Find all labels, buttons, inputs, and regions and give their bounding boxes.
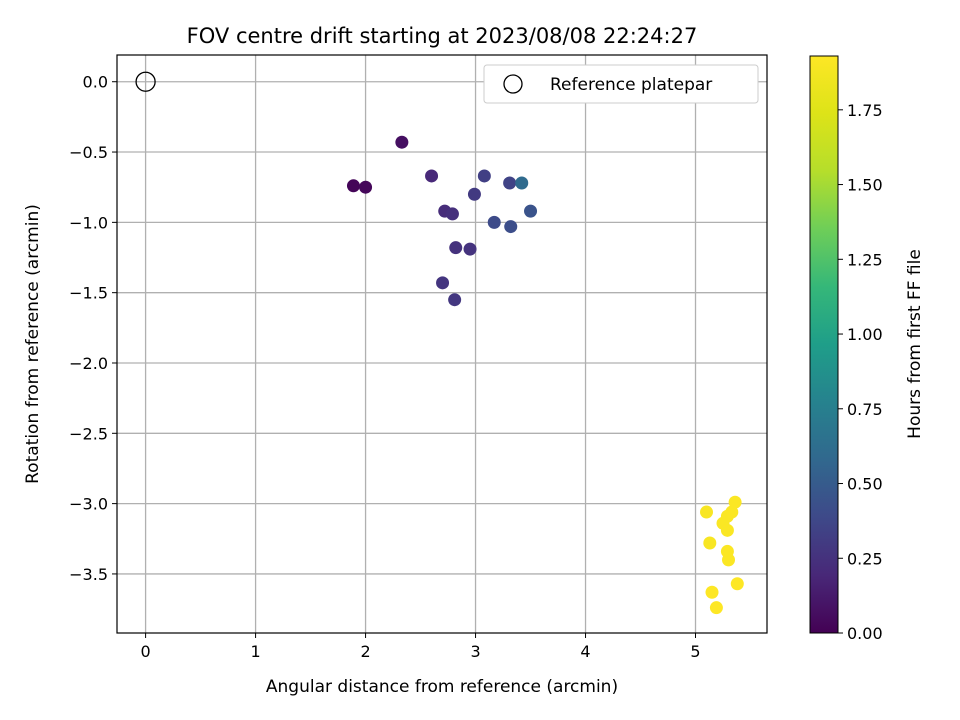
y-tick-label: −3.5 — [69, 565, 108, 584]
data-point — [728, 495, 742, 509]
x-axis-label: Angular distance from reference (arcmin) — [266, 677, 618, 697]
data-point — [449, 241, 463, 255]
data-point — [463, 242, 477, 256]
colorbar: 0.00 0.25 0.50 0.75 1.00 1.25 1.50 1.75 Hours f… — [809, 55, 925, 643]
y-tick-label: −3.0 — [69, 495, 108, 514]
data-point — [436, 276, 450, 290]
x-axis-ticks: 0 1 2 3 4 5 — [141, 633, 701, 661]
y-axis-ticks: 0.0 −0.5 −1.0 −1.5 −2.0 −2.5 −3.0 −3.5 — [69, 73, 117, 584]
data-point — [359, 180, 373, 194]
x-tick-label: 2 — [360, 642, 370, 661]
y-tick-label: −2.5 — [69, 424, 108, 443]
data-point — [705, 585, 719, 599]
reference-platepar-marker — [135, 71, 156, 92]
x-tick-label: 4 — [580, 642, 590, 661]
plot-frame — [116, 54, 768, 634]
colorbar-label: Hours from first FF file — [905, 249, 925, 439]
y-tick-label: 0.0 — [83, 73, 108, 92]
y-tick-label: −0.5 — [69, 143, 108, 162]
colorbar-tick-label: 0.00 — [847, 624, 883, 643]
data-point — [395, 135, 409, 149]
x-tick-label: 1 — [250, 642, 260, 661]
data-point — [487, 215, 501, 229]
colorbar-tick-label: 0.75 — [847, 400, 883, 419]
data-point — [730, 577, 744, 591]
data-point — [709, 601, 723, 615]
legend: Reference platepar — [483, 64, 759, 104]
data-point — [703, 536, 717, 550]
colorbar-tick-label: 1.50 — [847, 176, 883, 195]
data-point — [720, 523, 734, 537]
x-tick-label: 0 — [141, 642, 151, 661]
colorbar-ticks: 0.00 0.25 0.50 0.75 1.00 1.25 1.50 1.75 — [838, 101, 883, 643]
colorbar-tick-label: 1.25 — [847, 250, 883, 269]
legend-reference-marker — [503, 74, 523, 94]
x-tick-label: 5 — [690, 642, 700, 661]
colorbar-gradient — [809, 55, 839, 634]
grid-lines — [117, 55, 767, 633]
y-axis-label: Rotation from reference (arcmin) — [23, 204, 43, 484]
data-point — [515, 176, 529, 190]
colorbar-tick-label: 1.75 — [847, 101, 883, 120]
data-point — [700, 505, 714, 519]
colorbar-tick-label: 0.50 — [847, 475, 883, 494]
data-point — [467, 187, 481, 201]
data-point — [445, 207, 459, 221]
data-point — [524, 204, 538, 218]
data-point — [425, 169, 439, 183]
colorbar-tick-label: 0.25 — [847, 549, 883, 568]
y-tick-label: −1.5 — [69, 284, 108, 303]
data-points — [135, 71, 744, 615]
y-tick-label: −2.0 — [69, 354, 108, 373]
data-point — [477, 169, 491, 183]
data-point — [722, 553, 736, 567]
data-point — [504, 220, 518, 234]
legend-entry-label: Reference platepar — [550, 75, 712, 95]
chart-title: FOV centre drift starting at 2023/08/08 … — [187, 24, 698, 48]
data-point — [503, 176, 517, 190]
colorbar-tick-label: 1.00 — [847, 325, 883, 344]
y-tick-label: −1.0 — [69, 213, 108, 232]
legend-box — [483, 64, 759, 104]
x-tick-label: 3 — [470, 642, 480, 661]
data-point — [448, 293, 462, 307]
data-point — [346, 179, 360, 193]
data-point — [725, 505, 739, 519]
